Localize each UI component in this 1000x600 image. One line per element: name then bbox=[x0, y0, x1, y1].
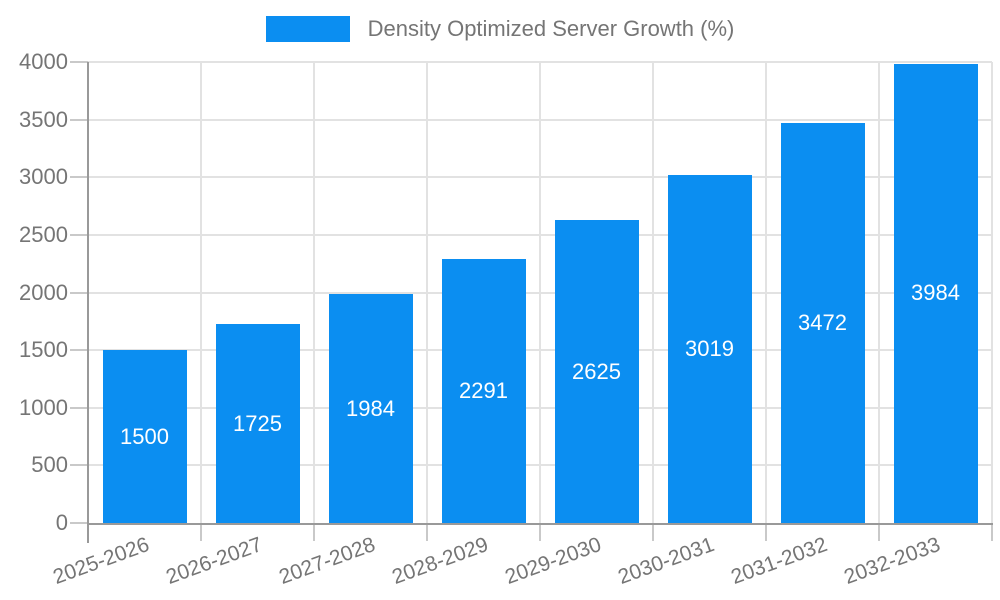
x-tick-mark bbox=[765, 525, 767, 541]
y-axis-line bbox=[87, 62, 89, 543]
y-tick-label: 1000 bbox=[19, 394, 68, 420]
bar: 2291 bbox=[441, 258, 526, 523]
y-tick-mark bbox=[70, 406, 88, 409]
bar-value-label: 2291 bbox=[459, 377, 508, 403]
y-tick-mark bbox=[70, 118, 88, 121]
bar-value-label: 3984 bbox=[911, 280, 960, 306]
x-tick-mark bbox=[200, 525, 202, 541]
bar: 1500 bbox=[102, 350, 187, 523]
x-tick-label: 2028-2029 bbox=[389, 533, 492, 589]
x-tick-mark bbox=[539, 525, 541, 541]
bar-value-label: 1725 bbox=[233, 410, 282, 436]
x-tick-label: 2026-2027 bbox=[163, 533, 266, 589]
bar: 3984 bbox=[893, 63, 978, 523]
bar: 1725 bbox=[215, 324, 300, 523]
bar-value-label: 1984 bbox=[346, 395, 395, 421]
y-tick-label: 1500 bbox=[19, 337, 68, 363]
v-gridline bbox=[426, 62, 428, 523]
v-gridline bbox=[313, 62, 315, 523]
v-gridline bbox=[200, 62, 202, 523]
v-gridline bbox=[652, 62, 654, 523]
y-tick-label: 500 bbox=[31, 452, 68, 478]
bar-value-label: 1500 bbox=[120, 423, 169, 449]
x-tick-mark bbox=[426, 525, 428, 541]
bar: 3472 bbox=[780, 122, 865, 523]
v-gridline bbox=[991, 62, 993, 523]
y-tick-mark bbox=[70, 464, 88, 467]
x-tick-mark bbox=[878, 525, 880, 541]
legend-swatch bbox=[265, 16, 350, 42]
x-tick-mark bbox=[313, 525, 315, 541]
bar-value-label: 2625 bbox=[572, 358, 621, 384]
y-tick-label: 0 bbox=[55, 510, 68, 535]
y-tick-mark bbox=[70, 176, 88, 179]
x-axis-line bbox=[87, 523, 993, 525]
y-tick-label: 3500 bbox=[19, 106, 68, 132]
y-tick-label: 4000 bbox=[19, 49, 68, 74]
bar: 2625 bbox=[554, 220, 639, 523]
y-tick-mark bbox=[70, 291, 88, 294]
x-tick-mark bbox=[991, 525, 993, 541]
v-gridline bbox=[765, 62, 767, 523]
v-gridline bbox=[539, 62, 541, 523]
y-tick-mark bbox=[70, 61, 88, 63]
bar-value-label: 3019 bbox=[685, 336, 734, 362]
bar-value-label: 3472 bbox=[798, 309, 847, 335]
x-tick-label: 2025-2026 bbox=[50, 533, 153, 589]
x-tick-label: 2029-2030 bbox=[502, 533, 605, 589]
y-tick-mark bbox=[70, 349, 88, 352]
y-tick-label: 3000 bbox=[19, 164, 68, 190]
x-tick-label: 2032-2033 bbox=[841, 533, 944, 589]
bar: 3019 bbox=[667, 175, 752, 523]
x-tick-label: 2030-2031 bbox=[615, 533, 718, 589]
y-tick-mark bbox=[70, 522, 88, 524]
legend: Density Optimized Server Growth (%) bbox=[0, 16, 1000, 42]
legend-label: Density Optimized Server Growth (%) bbox=[367, 16, 735, 41]
bar: 1984 bbox=[328, 294, 413, 523]
y-tick-label: 2500 bbox=[19, 221, 68, 247]
y-tick-mark bbox=[70, 233, 88, 236]
x-tick-mark bbox=[652, 525, 654, 541]
x-tick-label: 2027-2028 bbox=[276, 533, 379, 589]
v-gridline bbox=[878, 62, 880, 523]
x-tick-label: 2031-2032 bbox=[728, 533, 831, 589]
y-tick-label: 2000 bbox=[19, 279, 68, 305]
